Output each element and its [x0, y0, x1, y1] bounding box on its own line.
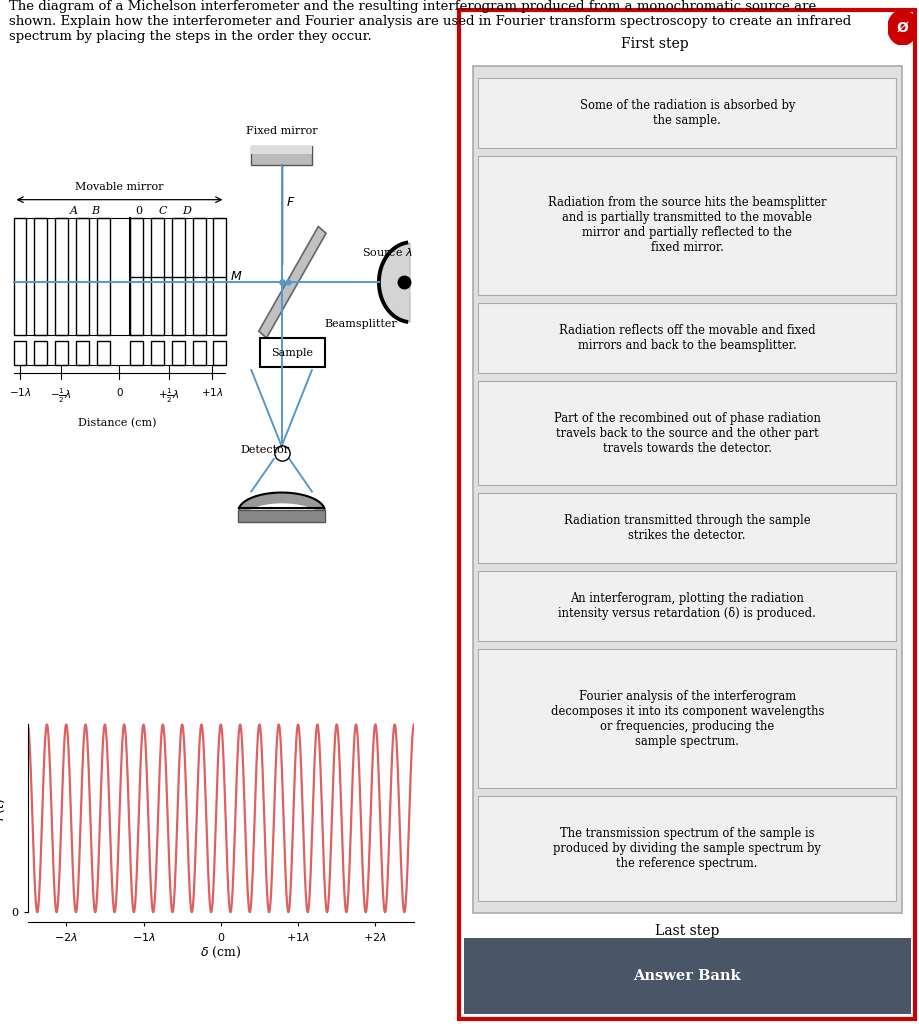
Text: $+1\lambda$: $+1\lambda$: [201, 386, 223, 398]
Bar: [213, 218, 226, 336]
Text: C: C: [158, 206, 166, 216]
Bar: [478, 571, 895, 641]
Text: First step: First step: [621, 37, 688, 50]
Bar: [238, 510, 324, 522]
Text: An interferogram, plotting the radiation
intensity versus retardation (δ) is pro: An interferogram, plotting the radiation…: [558, 592, 815, 620]
Bar: [75, 341, 88, 365]
Text: Sample: Sample: [271, 348, 313, 357]
Bar: [172, 341, 185, 365]
Bar: [34, 341, 47, 365]
Bar: [55, 341, 68, 365]
Bar: [478, 303, 895, 373]
Bar: [75, 218, 88, 336]
Text: Distance (cm): Distance (cm): [78, 418, 156, 428]
Text: 0: 0: [135, 206, 142, 216]
Text: $M$: $M$: [230, 270, 242, 284]
Polygon shape: [258, 226, 325, 338]
Text: Source $\lambda$: Source $\lambda$: [362, 246, 413, 258]
Bar: [478, 156, 895, 295]
Bar: [151, 218, 164, 336]
Text: Radiation from the source hits the beamsplitter
and is partially transmitted to : Radiation from the source hits the beams…: [548, 197, 825, 254]
Circle shape: [887, 10, 916, 45]
Text: Some of the radiation is absorbed by
the sample.: Some of the radiation is absorbed by the…: [579, 98, 794, 127]
Bar: [478, 381, 895, 485]
Text: Radiation transmitted through the sample
strikes the detector.: Radiation transmitted through the sample…: [563, 514, 810, 543]
Bar: [130, 341, 143, 365]
Bar: [251, 146, 312, 165]
Bar: [260, 338, 324, 368]
Text: Fixed mirror: Fixed mirror: [245, 126, 317, 136]
Text: $0$: $0$: [116, 386, 123, 398]
Text: Beamsplitter: Beamsplitter: [324, 319, 397, 330]
Text: Fourier analysis of the interferogram
decomposes it into its component wavelengt: Fourier analysis of the interferogram de…: [550, 689, 823, 748]
Bar: [213, 341, 226, 365]
Bar: [130, 218, 143, 336]
Bar: [96, 218, 109, 336]
Text: Last step: Last step: [654, 924, 719, 938]
Bar: [55, 218, 68, 336]
Bar: [151, 341, 164, 365]
Bar: [34, 218, 47, 336]
Text: Part of the recombined out of phase radiation
travels back to the source and the: Part of the recombined out of phase radi…: [553, 412, 820, 455]
X-axis label: $\delta$ (cm): $\delta$ (cm): [200, 945, 241, 961]
Text: B: B: [92, 206, 99, 216]
Bar: [478, 649, 895, 788]
Bar: [478, 78, 895, 147]
Bar: [172, 218, 185, 336]
Text: The diagram of a Michelson interferometer and the resulting interferogram produc: The diagram of a Michelson interferomete…: [9, 0, 850, 43]
Bar: [251, 146, 312, 155]
Text: Detector: Detector: [240, 445, 289, 455]
Bar: [192, 218, 205, 336]
Bar: [472, 66, 901, 913]
Text: D: D: [182, 206, 191, 216]
Text: $-1\lambda$: $-1\lambda$: [9, 386, 31, 398]
Text: $+\frac{1}{2}\lambda$: $+\frac{1}{2}\lambda$: [158, 386, 180, 404]
Bar: [478, 797, 895, 901]
Y-axis label: $P(t)$: $P(t)$: [0, 798, 7, 820]
Text: The transmission spectrum of the sample is
produced by dividing the sample spect: The transmission spectrum of the sample …: [552, 827, 821, 870]
Text: $-\frac{1}{2}\lambda$: $-\frac{1}{2}\lambda$: [51, 386, 72, 404]
Text: Ø: Ø: [896, 20, 907, 35]
Text: $F$: $F$: [286, 196, 295, 209]
Text: Radiation reflects off the movable and fixed
mirrors and back to the beamsplitte: Radiation reflects off the movable and f…: [559, 324, 814, 352]
Bar: [478, 494, 895, 563]
Bar: [14, 218, 27, 336]
Text: A: A: [70, 206, 78, 216]
Text: Answer Bank: Answer Bank: [633, 969, 740, 983]
Text: Movable mirror: Movable mirror: [75, 181, 164, 191]
Bar: [96, 341, 109, 365]
Bar: [14, 341, 27, 365]
Bar: [463, 938, 910, 1014]
Bar: [192, 341, 205, 365]
